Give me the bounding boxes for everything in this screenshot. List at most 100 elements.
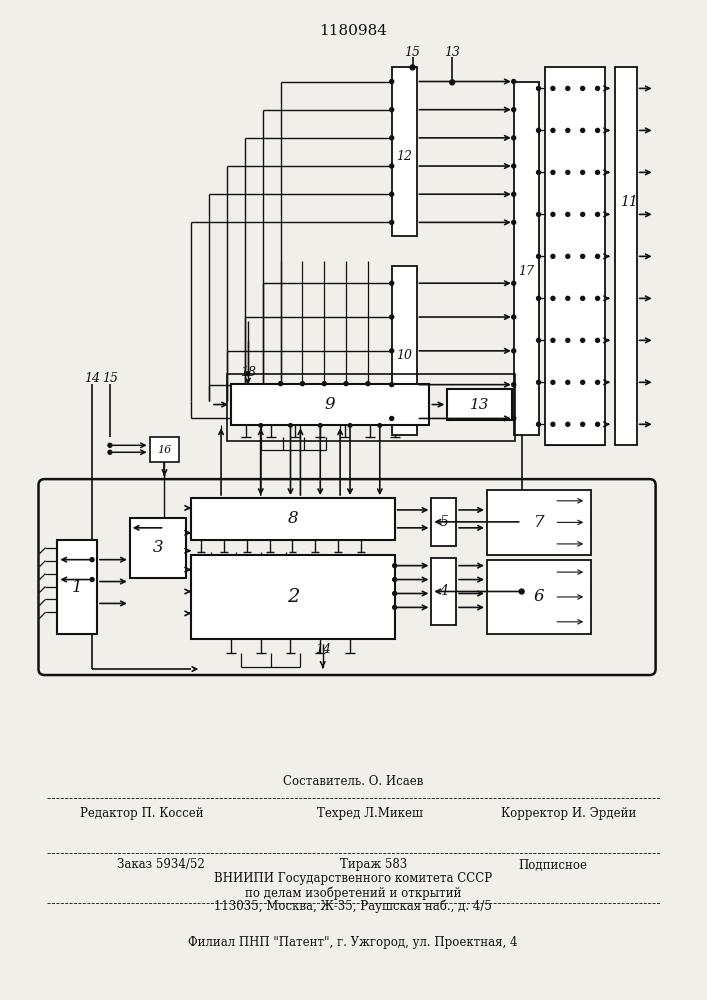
Circle shape	[566, 86, 570, 90]
Text: Техред Л.Микеш: Техред Л.Микеш	[317, 807, 423, 820]
Circle shape	[595, 86, 600, 90]
Text: Заказ 5934/52: Заказ 5934/52	[117, 858, 204, 871]
Text: 18: 18	[240, 366, 256, 379]
Circle shape	[595, 422, 600, 426]
Text: 1: 1	[72, 579, 83, 596]
Circle shape	[392, 564, 397, 568]
Text: 5: 5	[439, 515, 448, 529]
Circle shape	[108, 443, 112, 447]
Bar	[231, 384, 429, 425]
Circle shape	[512, 164, 515, 168]
Circle shape	[322, 382, 326, 386]
Circle shape	[580, 212, 585, 216]
Bar	[227, 374, 515, 441]
Bar	[487, 560, 591, 634]
Bar	[546, 67, 605, 445]
Text: 17: 17	[518, 265, 534, 278]
Circle shape	[392, 605, 397, 609]
Text: 15: 15	[102, 372, 118, 385]
Circle shape	[537, 86, 541, 90]
Circle shape	[537, 128, 541, 132]
Circle shape	[566, 422, 570, 426]
Bar	[130, 518, 187, 578]
Circle shape	[344, 382, 348, 386]
Text: 2: 2	[287, 588, 299, 606]
Circle shape	[390, 383, 394, 387]
Bar	[392, 266, 416, 435]
Circle shape	[580, 296, 585, 300]
Circle shape	[450, 80, 455, 85]
Bar	[192, 555, 395, 639]
Text: 4: 4	[439, 584, 448, 598]
Text: 113035, Москва, Ж-35, Раушская наб., д. 4/5: 113035, Москва, Ж-35, Раушская наб., д. …	[214, 900, 492, 913]
Circle shape	[390, 349, 394, 353]
Circle shape	[390, 315, 394, 319]
Bar	[487, 490, 591, 555]
Circle shape	[537, 380, 541, 384]
Circle shape	[551, 86, 555, 90]
Circle shape	[392, 578, 397, 582]
Circle shape	[537, 212, 541, 216]
Bar	[431, 498, 456, 546]
Circle shape	[566, 380, 570, 384]
Circle shape	[390, 136, 394, 140]
Circle shape	[519, 589, 524, 594]
Circle shape	[512, 281, 515, 285]
Bar	[431, 558, 456, 625]
Circle shape	[537, 296, 541, 300]
Bar	[514, 82, 539, 435]
Bar	[57, 540, 97, 634]
Circle shape	[390, 281, 394, 285]
Bar	[392, 67, 416, 236]
Text: 11: 11	[620, 195, 638, 209]
Circle shape	[512, 80, 515, 83]
Circle shape	[108, 450, 112, 454]
Circle shape	[512, 220, 515, 224]
Circle shape	[512, 383, 515, 387]
Circle shape	[580, 422, 585, 426]
Circle shape	[566, 296, 570, 300]
Circle shape	[410, 65, 415, 70]
Circle shape	[551, 254, 555, 258]
Text: Составитель. О. Исаев: Составитель. О. Исаев	[283, 775, 423, 788]
Text: Тираж 583: Тираж 583	[340, 858, 407, 871]
Circle shape	[551, 380, 555, 384]
Circle shape	[595, 170, 600, 174]
Circle shape	[537, 338, 541, 342]
Circle shape	[595, 254, 600, 258]
Circle shape	[551, 422, 555, 426]
Circle shape	[537, 170, 541, 174]
Circle shape	[580, 170, 585, 174]
Circle shape	[551, 128, 555, 132]
Bar	[150, 437, 180, 462]
Text: 3: 3	[153, 539, 163, 556]
Circle shape	[551, 170, 555, 174]
Circle shape	[512, 136, 515, 140]
Circle shape	[580, 338, 585, 342]
Circle shape	[566, 170, 570, 174]
Circle shape	[246, 372, 250, 376]
Circle shape	[595, 380, 600, 384]
Text: Корректор И. Эрдейи: Корректор И. Эрдейи	[501, 807, 636, 820]
Circle shape	[512, 416, 515, 420]
Circle shape	[512, 108, 515, 112]
Text: 9: 9	[325, 396, 336, 413]
Text: 14: 14	[315, 643, 331, 656]
Bar	[448, 389, 512, 420]
Circle shape	[378, 424, 382, 427]
Circle shape	[551, 296, 555, 300]
Circle shape	[595, 128, 600, 132]
Text: 13: 13	[444, 46, 460, 59]
Circle shape	[279, 382, 283, 386]
Circle shape	[551, 338, 555, 342]
Circle shape	[390, 192, 394, 196]
Text: Филиал ПНП "Патент", г. Ужгород, ул. Проектная, 4: Филиал ПНП "Патент", г. Ужгород, ул. Про…	[188, 936, 518, 949]
Circle shape	[90, 558, 94, 562]
Circle shape	[318, 424, 322, 427]
Bar	[615, 67, 637, 445]
Circle shape	[288, 424, 292, 427]
Circle shape	[390, 416, 394, 420]
Circle shape	[566, 254, 570, 258]
Text: 14: 14	[84, 372, 100, 385]
Text: 16: 16	[158, 445, 172, 455]
